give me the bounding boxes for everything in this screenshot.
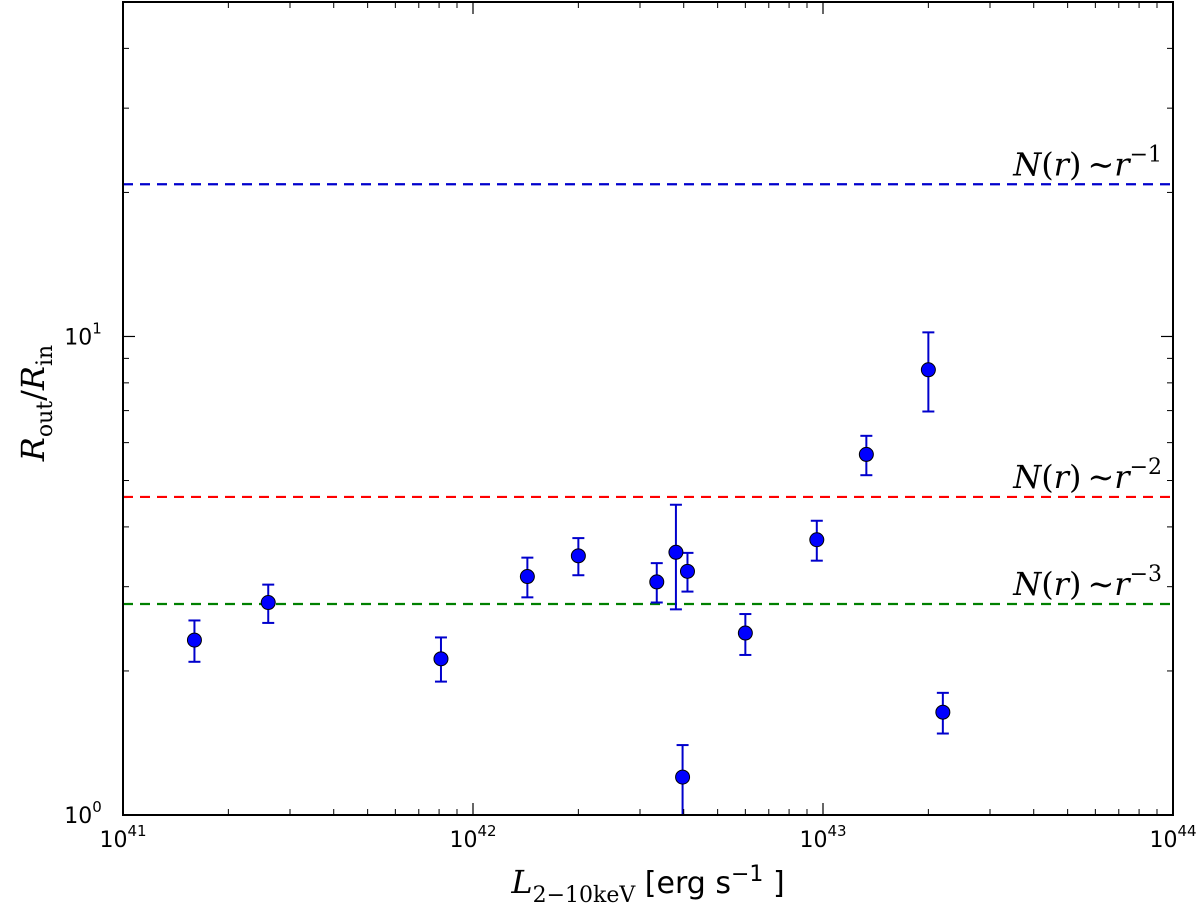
data-point bbox=[809, 532, 825, 548]
x-tick-label-exp: 44 bbox=[1177, 822, 1196, 840]
plot-frame bbox=[122, 1, 1174, 816]
ref-label-r: r bbox=[1114, 145, 1131, 183]
y-axis-label: Rout/Rin bbox=[14, 345, 58, 462]
ref-label-n: N bbox=[1012, 458, 1042, 496]
y-tick-label: 101 bbox=[64, 319, 102, 350]
x-axis-label-unit-exp: −1 bbox=[731, 862, 763, 887]
x-axis-label-unit: [erg s bbox=[635, 866, 731, 901]
y-tick-label-exp: 0 bbox=[92, 798, 102, 816]
data-point bbox=[433, 651, 449, 667]
ref-label-close: ) bbox=[1069, 458, 1081, 496]
reference-line-label: N(r) ∼r−1 bbox=[1012, 142, 1162, 183]
y-axis-label-den: R bbox=[14, 366, 52, 391]
data-point bbox=[570, 548, 586, 564]
x-axis-label-main: L bbox=[510, 863, 532, 901]
axis-ticks bbox=[122, 2, 1174, 816]
ref-label-open: ( bbox=[1041, 565, 1053, 603]
data-point bbox=[679, 563, 695, 579]
data-point bbox=[737, 625, 753, 641]
reference-line-label: N(r) ∼r−2 bbox=[1012, 455, 1162, 496]
ref-label-r: r bbox=[1114, 458, 1131, 496]
error-bars bbox=[188, 331, 949, 815]
reference-lines bbox=[123, 183, 1173, 606]
ref-label-arg: r bbox=[1054, 565, 1071, 603]
x-axis-label-unit-close: ] bbox=[763, 866, 784, 901]
y-tick-label-base: 10 bbox=[64, 804, 92, 829]
data-point bbox=[675, 769, 691, 785]
data-point bbox=[260, 595, 276, 611]
x-tick-label: 1044 bbox=[1149, 822, 1196, 853]
ref-label-exp: −3 bbox=[1130, 562, 1162, 587]
ref-label-close: ) bbox=[1069, 145, 1081, 183]
x-tick-label-base: 10 bbox=[799, 828, 827, 853]
ref-label-exp: −1 bbox=[1130, 142, 1162, 167]
ref-label-arg: r bbox=[1054, 458, 1071, 496]
x-tick-label-base: 10 bbox=[99, 828, 127, 853]
y-axis-label-slash: / bbox=[14, 390, 52, 401]
y-axis-label-num: R bbox=[14, 437, 52, 462]
ref-label-open: ( bbox=[1041, 458, 1053, 496]
y-tick-label-exp: 1 bbox=[92, 319, 102, 337]
x-tick-label: 1043 bbox=[799, 822, 846, 853]
x-tick-label-base: 10 bbox=[1149, 828, 1177, 853]
data-point bbox=[186, 632, 202, 648]
data-point bbox=[935, 704, 951, 720]
x-tick-label-exp: 43 bbox=[827, 822, 846, 840]
data-point bbox=[858, 446, 874, 462]
ref-label-sim: ∼ bbox=[1087, 145, 1114, 183]
ref-label-sim: ∼ bbox=[1087, 458, 1114, 496]
ref-label-close: ) bbox=[1069, 565, 1081, 603]
x-tick-labels: 1041 1042 1043 1044 bbox=[99, 822, 1196, 853]
data-point bbox=[649, 574, 665, 590]
y-axis-label-den-sub: in bbox=[33, 345, 58, 366]
x-axis-label-sub: 2−10keV bbox=[533, 883, 637, 908]
y-tick-label-base: 10 bbox=[64, 325, 92, 350]
ref-label-n: N bbox=[1012, 145, 1042, 183]
reference-line-labels: N(r) ∼r−1N(r) ∼r−2N(r) ∼r−3 bbox=[1012, 142, 1162, 603]
ref-label-exp: −2 bbox=[1130, 455, 1162, 480]
data-point bbox=[920, 362, 936, 378]
data-point bbox=[519, 569, 535, 585]
x-tick-label-exp: 42 bbox=[477, 822, 496, 840]
ref-label-open: ( bbox=[1041, 145, 1053, 183]
reference-line-label: N(r) ∼r−3 bbox=[1012, 562, 1162, 603]
x-tick-label: 1042 bbox=[449, 822, 496, 853]
x-axis-label: L2−10keV [erg s−1 ] bbox=[510, 862, 784, 908]
y-tick-label: 100 bbox=[64, 798, 102, 829]
data-points bbox=[186, 362, 951, 785]
ref-label-r: r bbox=[1114, 565, 1131, 603]
ref-label-arg: r bbox=[1054, 145, 1071, 183]
x-tick-label-base: 10 bbox=[449, 828, 477, 853]
y-axis-label-num-sub: out bbox=[33, 401, 58, 437]
x-tick-label: 1041 bbox=[99, 822, 146, 853]
data-point bbox=[668, 544, 684, 560]
ref-label-n: N bbox=[1012, 565, 1042, 603]
ref-label-sim: ∼ bbox=[1087, 565, 1114, 603]
x-tick-label-exp: 41 bbox=[127, 822, 146, 840]
